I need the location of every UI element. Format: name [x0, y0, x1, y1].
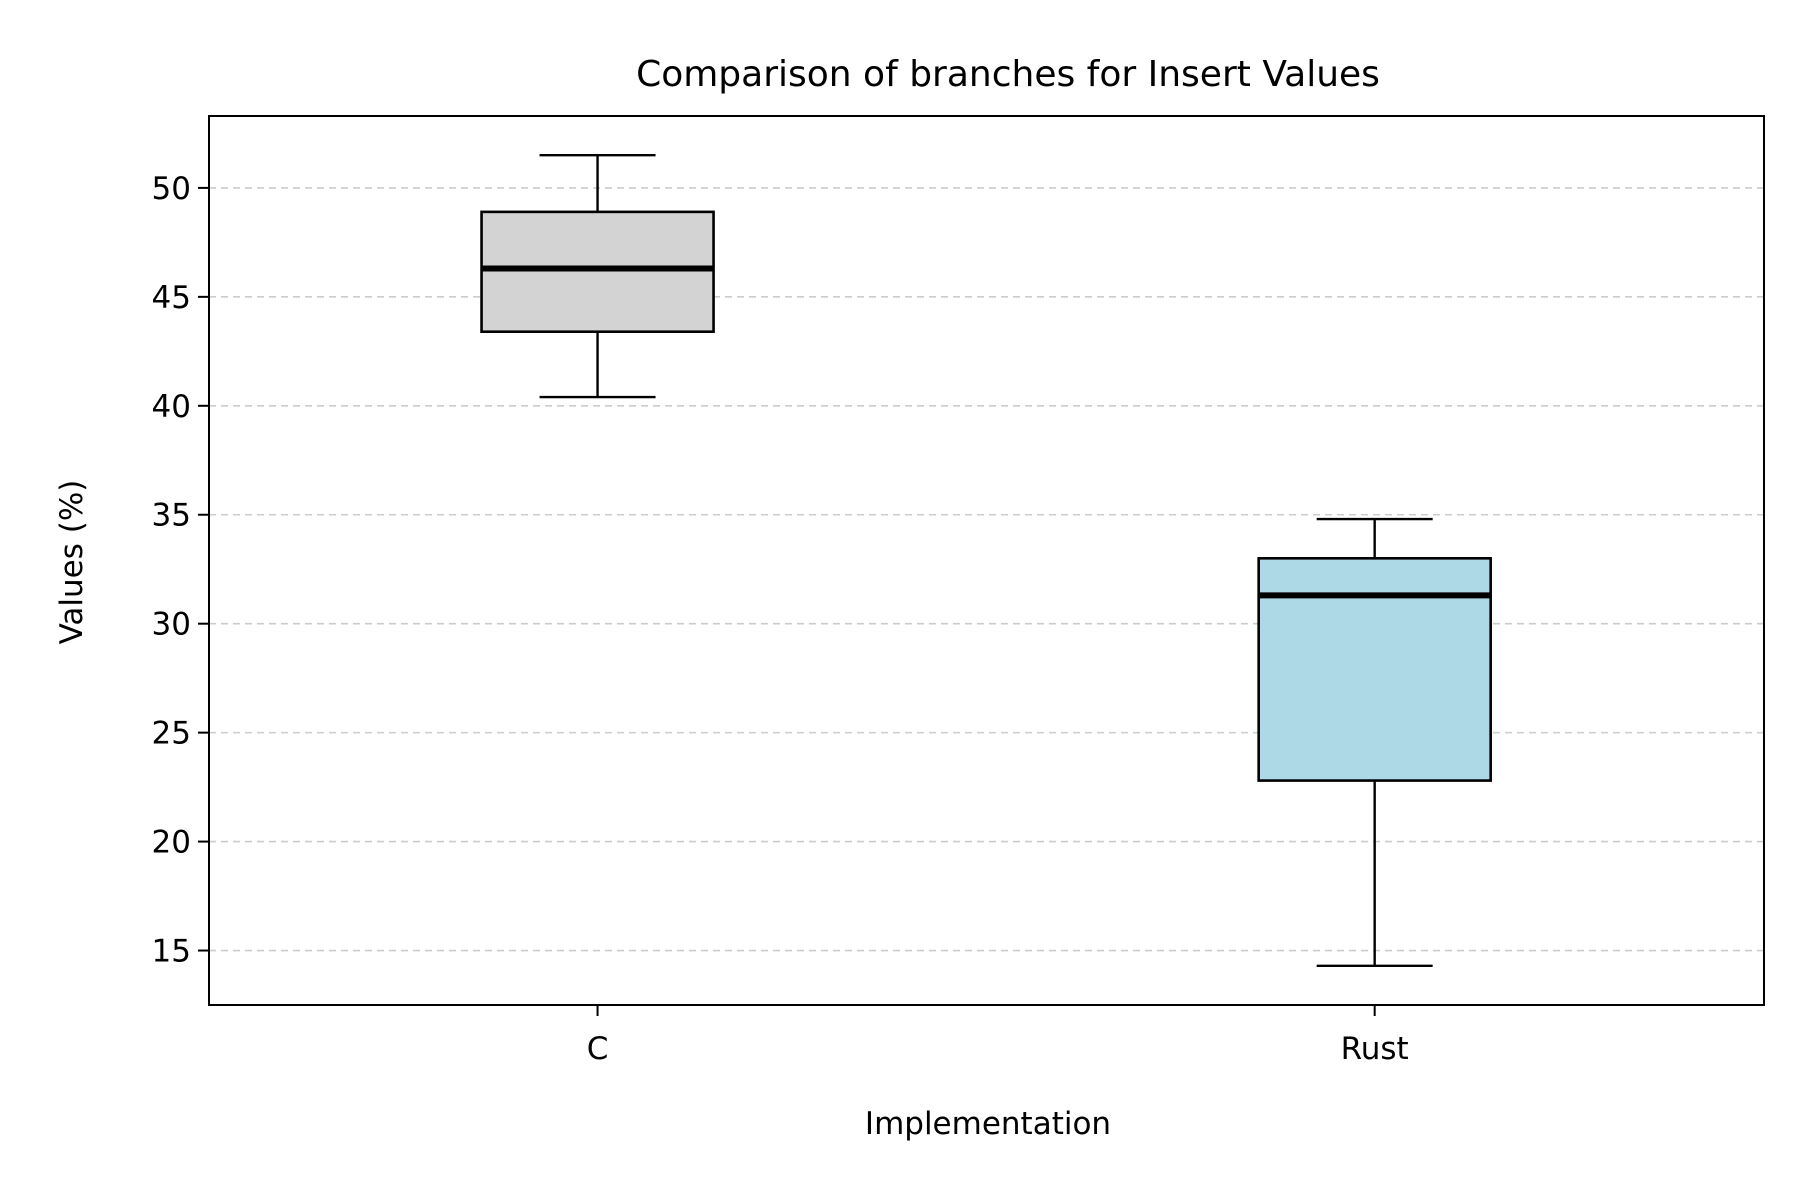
x-axis-label: Implementation: [865, 1106, 1111, 1142]
iqr-box: [1257, 557, 1492, 782]
y-axis-label: Values (%): [54, 480, 90, 645]
y-tick-label: 45: [152, 280, 191, 316]
iqr-box: [480, 210, 715, 334]
y-tick-label: 15: [152, 934, 191, 970]
x-tick-label: Rust: [1341, 1031, 1409, 1067]
tick-layer: 15 20 25 30 35 40 45 50 C Rust: [152, 171, 1409, 1067]
y-tick-label: 50: [152, 171, 191, 207]
chart-title: Comparison of branches for Insert Values: [636, 54, 1380, 95]
y-tick-label: 30: [152, 607, 191, 643]
y-tick-label: 35: [152, 498, 191, 534]
box-layer: [480, 154, 1492, 967]
box-group-rust: [1257, 517, 1492, 967]
box-group-c: [480, 154, 715, 399]
x-tick-label: C: [587, 1031, 609, 1067]
grid-layer: [209, 187, 1764, 952]
y-tick-label: 40: [152, 389, 191, 425]
y-tick-label: 20: [152, 825, 191, 861]
y-tick-label: 25: [152, 716, 191, 752]
plot-area-frame: [208, 115, 1765, 1006]
